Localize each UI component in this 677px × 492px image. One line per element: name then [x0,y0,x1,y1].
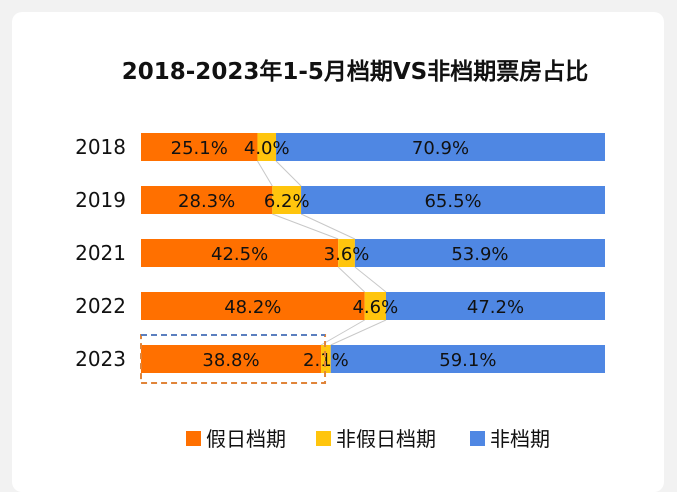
series-line [257,160,273,187]
series-line [300,213,356,240]
bar-row-2021: 2021 42.5% 3.6% 53.9% [75,239,605,267]
series-line [330,319,387,346]
data-label: 3.6% [324,244,370,265]
data-label: 4.0% [244,138,290,159]
legend-label: 假日档期 [206,427,286,451]
bar-row-2022: 2022 48.2% 4.6% 47.2% [75,292,605,320]
series-line [275,160,302,187]
bar-2019-series-2 [301,186,605,214]
data-label: 70.9% [412,138,469,159]
bar-2023-series-2 [330,345,605,373]
bar-2018-series-1 [257,133,277,161]
bar-2022-series-1 [364,292,386,320]
bar-row-2023: 2023 38.8% 2.1% 59.1% [75,345,605,373]
data-label: 53.9% [451,244,508,265]
data-label: 38.8% [202,350,259,371]
legend-swatch [316,431,331,446]
series-line [354,266,387,293]
series-line [337,266,365,293]
data-label: 47.2% [467,297,524,318]
chart-title: 2018-2023年1-5月档期VS非档期票房占比 [121,59,589,85]
data-label: 28.3% [178,191,235,212]
data-label: 4.6% [352,297,398,318]
bar-2023-series-1 [321,345,331,373]
category-label: 2023 [75,347,126,371]
data-label: 2.1% [303,350,349,371]
bar-row-2019: 2019 28.3% 6.2% 65.5% [75,186,605,214]
bar-2021-series-2 [354,239,605,267]
legend-label: 非假日档期 [336,427,436,451]
category-label: 2019 [75,188,126,212]
legend-label: 非档期 [490,427,550,451]
chart-area: 2018 25.1% 4.0% 70.9% 2019 28.3% 6.2% 65.5% 2021… [75,133,605,451]
bar-2019-series-1 [272,186,302,214]
category-label: 2021 [75,241,126,265]
bar-2023-series-0 [141,345,322,373]
data-label: 42.5% [211,244,268,265]
bar-2021-series-1 [338,239,355,267]
series-lines [257,160,387,346]
data-label: 25.1% [171,138,228,159]
bar-2018-series-2 [276,133,605,161]
data-label: 65.5% [424,191,481,212]
bar-2019-series-0 [141,186,273,214]
bar-2022-series-2 [385,292,605,320]
bar-row-2018: 2018 25.1% 4.0% 70.9% [75,133,605,161]
bar-2022-series-0 [141,292,365,320]
legend: 假日档期 非假日档期 非档期 [186,427,550,451]
data-label: 6.2% [264,191,310,212]
category-label: 2022 [75,294,126,318]
legend-swatch [470,431,485,446]
category-label: 2018 [75,135,126,159]
series-line [320,319,365,346]
legend-swatch [186,431,201,446]
data-label: 48.2% [224,297,281,318]
data-label: 59.1% [439,350,496,371]
series-line [272,213,339,240]
bar-2021-series-0 [141,239,339,267]
bar-2018-series-0 [141,133,258,161]
